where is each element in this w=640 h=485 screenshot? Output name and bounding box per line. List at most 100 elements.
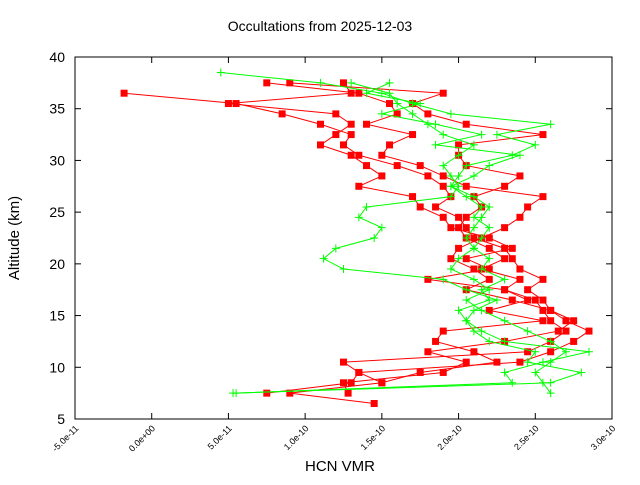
data-point (370, 234, 379, 242)
x-tick-label: 3.0e-10 (589, 423, 618, 452)
data-point (539, 275, 547, 283)
data-point (462, 234, 471, 242)
data-point (316, 120, 324, 128)
data-point (424, 172, 432, 180)
data-point (447, 255, 455, 263)
data-point (485, 244, 493, 252)
data-point (439, 275, 448, 284)
data-point (393, 99, 402, 108)
data-point (332, 131, 340, 139)
data-point (546, 389, 555, 398)
series-line (220, 72, 584, 394)
data-point (561, 347, 570, 356)
data-point (455, 224, 463, 232)
data-point (539, 296, 547, 304)
data-point (377, 109, 386, 118)
data-point (524, 348, 532, 356)
data-point (477, 130, 486, 139)
data-point (455, 213, 463, 221)
data-point (462, 192, 471, 201)
data-point (485, 202, 494, 211)
data-point (424, 110, 432, 118)
x-tick-label: 0.0e+00 (127, 423, 157, 453)
data-point (539, 306, 547, 314)
data-point (347, 89, 355, 97)
data-point (454, 254, 463, 263)
data-point (515, 151, 524, 160)
x-axis-label: HCN VMR (305, 458, 375, 475)
x-tick-label: 2.0e-10 (435, 423, 464, 452)
data-point (446, 171, 455, 180)
data-point (462, 224, 470, 232)
x-tick-label: 1.5e-10 (359, 423, 388, 452)
data-point (340, 141, 347, 149)
y-tick-label: 35 (49, 101, 65, 117)
data-point (469, 244, 478, 253)
data-point (454, 306, 463, 315)
data-point (446, 265, 455, 274)
data-point (546, 120, 555, 129)
data-point (538, 358, 547, 367)
data-point (470, 348, 478, 356)
data-point (386, 100, 394, 108)
data-point (455, 141, 463, 149)
data-point (416, 162, 424, 170)
data-point (523, 358, 532, 367)
data-point (462, 120, 470, 128)
data-point (439, 130, 448, 139)
data-point (516, 172, 524, 180)
data-point (263, 79, 271, 87)
data-point (485, 223, 494, 232)
data-point (347, 379, 355, 387)
data-point (347, 131, 355, 139)
data-point (477, 202, 486, 211)
y-tick-label: 15 (49, 308, 65, 324)
chart-title: Occultations from 2025-12-03 (228, 18, 413, 34)
data-point (584, 347, 593, 356)
data-point (416, 99, 425, 108)
data-point (439, 89, 447, 97)
y-tick-label: 5 (57, 411, 65, 427)
data-point (432, 337, 440, 345)
data-point (469, 275, 478, 284)
data-point (469, 140, 478, 149)
data-point (408, 109, 417, 118)
data-point (340, 379, 347, 387)
data-point (501, 244, 509, 252)
axes: -5.0e-11 0.0e+00 5.0e-11 1.0e-10 1.5e-10 2.0e… (49, 49, 617, 454)
data-point (363, 162, 371, 170)
data-point (424, 348, 432, 356)
data-point (232, 100, 240, 108)
data-point (416, 203, 424, 211)
data-point (462, 285, 471, 294)
data-point (554, 327, 562, 335)
data-point (340, 79, 347, 87)
data-point (439, 182, 447, 190)
data-point (454, 171, 463, 180)
data-point (570, 317, 578, 325)
y-tick-label: 40 (49, 49, 65, 65)
y-tick-label: 20 (49, 256, 65, 272)
data-point (508, 244, 516, 252)
y-tick-label: 10 (49, 359, 65, 375)
data-point (439, 327, 447, 335)
data-point (524, 203, 532, 211)
data-point (378, 172, 386, 180)
x-tick-label: 5.0e-11 (206, 423, 234, 451)
data-point (431, 120, 440, 129)
data-point (377, 223, 386, 232)
data-point (393, 110, 401, 118)
data-point (508, 378, 517, 387)
y-axis-label: Altitude (km) (6, 196, 23, 280)
data-point (462, 358, 470, 366)
data-point (454, 151, 463, 160)
data-point (432, 203, 440, 211)
series-line (266, 82, 575, 394)
data-point (585, 327, 593, 335)
data-point (416, 368, 424, 376)
data-point (286, 389, 294, 397)
data-point (500, 368, 509, 377)
data-point (500, 316, 509, 325)
data-point (492, 130, 501, 139)
